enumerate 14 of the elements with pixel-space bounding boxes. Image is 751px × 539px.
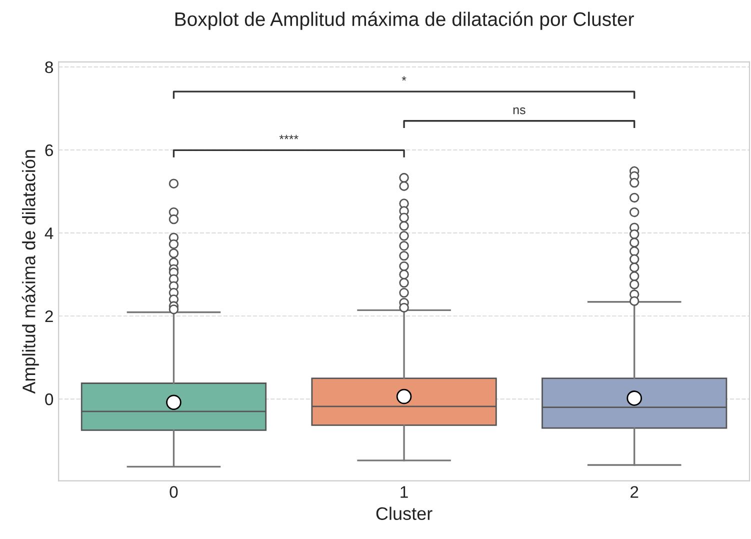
y-tick-label: 8 <box>45 61 53 74</box>
chart-title: Boxplot de Amplitud máxima de dilatación por Cluster <box>175 12 634 30</box>
annotation: ns <box>513 107 526 114</box>
x-tick-label: 0 <box>170 486 178 498</box>
x-tick-label: 1 <box>400 486 408 498</box>
y-tick-label: 2 <box>45 310 53 322</box>
x-tick-label: 2 <box>630 486 638 498</box>
y-tick-label: 6 <box>45 144 53 156</box>
annotation: * <box>402 76 406 81</box>
annotation: **** <box>279 134 298 140</box>
y-axis-title: Amplitud máxima de dilatación <box>22 150 39 394</box>
y-tick-label: 0 <box>45 393 54 406</box>
y-tick-label: 4 <box>44 228 54 240</box>
x-axis-title: Cluster <box>376 506 432 520</box>
